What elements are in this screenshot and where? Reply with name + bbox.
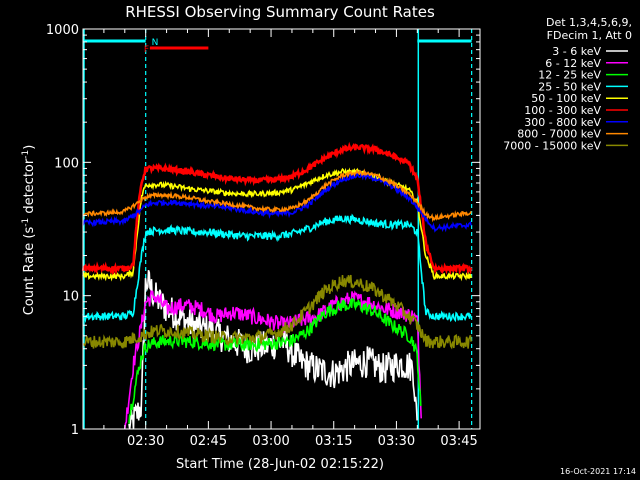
series-line-8	[82, 274, 472, 350]
y-axis-label-exponent-2: -1	[21, 150, 31, 159]
footer-date: 16-Oct-2021 17:14	[560, 467, 636, 476]
y-tick-label-0: 1	[71, 423, 79, 438]
x-tick-label-5: 03:45	[440, 434, 477, 449]
legend-label-2: 12 - 25 keV	[538, 69, 601, 82]
x-axis-label: Start Time (28-Jun-02 02:15:22)	[176, 457, 384, 472]
flag-label-F: F	[144, 45, 149, 55]
flag-label-N: N	[152, 38, 159, 48]
chart-title: RHESSI Observing Summary Count Rates	[125, 3, 435, 21]
legend-label-0: 3 - 6 keV	[552, 45, 601, 58]
legend-label-1: 6 - 12 keV	[545, 57, 601, 70]
legend-header-detectors: Det 1,3,4,5,6,9,	[546, 16, 632, 29]
series-line-0	[128, 269, 418, 430]
y-tick-label-2: 100	[54, 156, 79, 171]
legend-label-7: 800 - 7000 keV	[517, 128, 601, 141]
y-axis-label-main: Count Rate (s	[22, 227, 37, 316]
y-axis-label-middle: detector	[22, 158, 37, 218]
legend-label-5: 100 - 300 keV	[524, 104, 601, 117]
x-tick-label-4: 03:30	[378, 434, 415, 449]
legend-label-4: 50 - 100 keV	[531, 92, 601, 105]
legend-label-3: 25 - 50 keV	[538, 80, 601, 93]
y-axis-label: Count Rate (s-1 detector-1)	[21, 145, 37, 316]
y-axis-label-exponent-1: -1	[21, 218, 31, 227]
x-tick-label-2: 03:00	[252, 434, 289, 449]
legend: Det 1,3,4,5,6,9, FDecim 1, Att 0 3 - 6 k…	[503, 16, 632, 152]
series-line-1	[124, 289, 422, 430]
x-tick-label-3: 03:15	[315, 434, 352, 449]
series-line-6	[82, 170, 472, 233]
plot-axes: 02:30 02:45 03:00 03:15 03:30 03:45 1 10 100 1000	[46, 23, 481, 449]
plot-area: NF	[81, 29, 473, 430]
y-tick-label-3: 1000	[46, 23, 79, 38]
y-tick-label-1: 10	[62, 290, 79, 305]
legend-header-decimation: FDecim 1, Att 0	[547, 29, 632, 42]
x-tick-label-0: 02:30	[127, 434, 164, 449]
x-tick-label-1: 02:45	[190, 434, 227, 449]
series-line-4	[82, 167, 472, 282]
series-line-2	[128, 297, 422, 424]
plot-frame	[82, 28, 481, 430]
legend-label-6: 300 - 800 keV	[524, 116, 601, 129]
series-line-7	[82, 168, 472, 223]
legend-label-8: 7000 - 15000 keV	[503, 139, 601, 152]
series-line-3	[82, 213, 472, 324]
y-axis-label-end: )	[22, 145, 37, 150]
series-line-5	[81, 141, 473, 276]
